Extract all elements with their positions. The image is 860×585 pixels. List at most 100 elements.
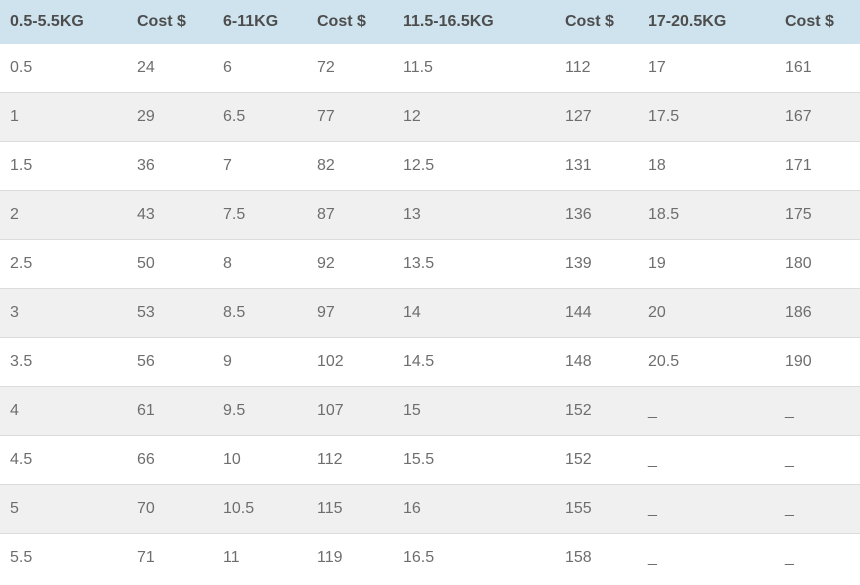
cell-r9-c3: 10 (213, 435, 307, 485)
cell-r5-c2: 50 (127, 239, 213, 289)
table-row: 0.5 24 6 72 11.5 112 17 161 (0, 44, 860, 93)
table-row: 1.5 36 7 82 12.5 131 18 171 (0, 141, 860, 191)
cell-r1-c6: 112 (555, 44, 638, 93)
cell-r5-c1: 2.5 (0, 239, 127, 289)
table-row: 4.5 66 10 112 15.5 152 _ _ (0, 435, 860, 485)
cell-r4-c8: 175 (775, 190, 860, 240)
cell-r7-c8: 190 (775, 337, 860, 387)
table-row: 3 53 8.5 97 14 144 20 186 (0, 288, 860, 338)
cell-r3-c4: 82 (307, 141, 393, 191)
table-row: 1 29 6.5 77 12 127 17.5 167 (0, 92, 860, 142)
cell-r6-c5: 14 (393, 288, 555, 338)
table-body: 0.5 24 6 72 11.5 112 17 161 1 29 6.5 77 12 127 17.5 167… (0, 44, 860, 582)
cell-r10-c8: _ (775, 484, 860, 534)
cell-r8-c3: 9.5 (213, 386, 307, 436)
cell-r1-c5: 11.5 (393, 44, 555, 93)
cell-r5-c7: 19 (638, 239, 775, 289)
column-header-3: 6-11KG (213, 0, 307, 44)
cell-r3-c3: 7 (213, 141, 307, 191)
cell-r11-c1: 5.5 (0, 533, 127, 582)
cell-r2-c3: 6.5 (213, 92, 307, 142)
cell-r2-c1: 1 (0, 92, 127, 142)
cell-r9-c1: 4.5 (0, 435, 127, 485)
cell-r9-c2: 66 (127, 435, 213, 485)
cell-r4-c6: 136 (555, 190, 638, 240)
column-header-1: 0.5-5.5KG (0, 0, 127, 44)
cell-r2-c5: 12 (393, 92, 555, 142)
cell-r3-c6: 131 (555, 141, 638, 191)
column-header-8: Cost $ (775, 0, 860, 44)
cell-r5-c4: 92 (307, 239, 393, 289)
cell-r11-c2: 71 (127, 533, 213, 582)
column-header-7: 17-20.5KG (638, 0, 775, 44)
cell-r8-c7: _ (638, 386, 775, 436)
cell-r10-c1: 5 (0, 484, 127, 534)
cell-r3-c5: 12.5 (393, 141, 555, 191)
cell-r4-c7: 18.5 (638, 190, 775, 240)
cell-r10-c7: _ (638, 484, 775, 534)
cell-r11-c5: 16.5 (393, 533, 555, 582)
cell-r2-c8: 167 (775, 92, 860, 142)
table-row: 5.5 71 11 119 16.5 158 _ _ (0, 533, 860, 582)
cell-r6-c3: 8.5 (213, 288, 307, 338)
cell-r3-c7: 18 (638, 141, 775, 191)
cell-r11-c4: 119 (307, 533, 393, 582)
table-header: 0.5-5.5KG Cost $6-11KG Cost $11.5-16.5KG Co… (0, 0, 860, 44)
cell-r2-c7: 17.5 (638, 92, 775, 142)
cell-r11-c3: 11 (213, 533, 307, 582)
cell-r6-c2: 53 (127, 288, 213, 338)
cell-r4-c1: 2 (0, 190, 127, 240)
table-row: 4 61 9.5 107 15 152 _ _ (0, 386, 860, 436)
cell-r1-c1: 0.5 (0, 44, 127, 93)
cell-r6-c8: 186 (775, 288, 860, 338)
cell-r7-c7: 20.5 (638, 337, 775, 387)
cell-r8-c2: 61 (127, 386, 213, 436)
cell-r4-c3: 7.5 (213, 190, 307, 240)
cell-r8-c6: 152 (555, 386, 638, 436)
table-row: 2 43 7.5 87 13 136 18.5 175 (0, 190, 860, 240)
cell-r6-c7: 20 (638, 288, 775, 338)
cell-r7-c6: 148 (555, 337, 638, 387)
cell-r2-c6: 127 (555, 92, 638, 142)
cell-r4-c4: 87 (307, 190, 393, 240)
cell-r1-c2: 24 (127, 44, 213, 93)
cell-r4-c5: 13 (393, 190, 555, 240)
table-row: 3.5 56 9 102 14.5 148 20.5 190 (0, 337, 860, 387)
cell-r11-c6: 158 (555, 533, 638, 582)
cell-r1-c4: 72 (307, 44, 393, 93)
cell-r7-c2: 56 (127, 337, 213, 387)
cell-r5-c8: 180 (775, 239, 860, 289)
cell-r8-c1: 4 (0, 386, 127, 436)
cell-r6-c6: 144 (555, 288, 638, 338)
column-header-5: 11.5-16.5KG (393, 0, 555, 44)
table-row: 5 70 10.5 115 16 155 _ _ (0, 484, 860, 534)
cell-r10-c2: 70 (127, 484, 213, 534)
cell-r7-c4: 102 (307, 337, 393, 387)
cell-r5-c6: 139 (555, 239, 638, 289)
cell-r7-c5: 14.5 (393, 337, 555, 387)
cell-r5-c5: 13.5 (393, 239, 555, 289)
table-row: 2.5 50 8 92 13.5 139 19 180 (0, 239, 860, 289)
column-header-4: Cost $ (307, 0, 393, 44)
cell-r6-c4: 97 (307, 288, 393, 338)
cell-r1-c7: 17 (638, 44, 775, 93)
cell-r1-c8: 161 (775, 44, 860, 93)
cell-r10-c4: 115 (307, 484, 393, 534)
cell-r6-c1: 3 (0, 288, 127, 338)
cell-r9-c8: _ (775, 435, 860, 485)
cell-r8-c4: 107 (307, 386, 393, 436)
cell-r2-c4: 77 (307, 92, 393, 142)
column-header-6: Cost $ (555, 0, 638, 44)
cell-r10-c3: 10.5 (213, 484, 307, 534)
cell-r3-c1: 1.5 (0, 141, 127, 191)
cell-r11-c7: _ (638, 533, 775, 582)
cell-r1-c3: 6 (213, 44, 307, 93)
cell-r8-c8: _ (775, 386, 860, 436)
cell-r9-c4: 112 (307, 435, 393, 485)
cell-r9-c5: 15.5 (393, 435, 555, 485)
cell-r9-c7: _ (638, 435, 775, 485)
cell-r7-c1: 3.5 (0, 337, 127, 387)
cell-r10-c5: 16 (393, 484, 555, 534)
